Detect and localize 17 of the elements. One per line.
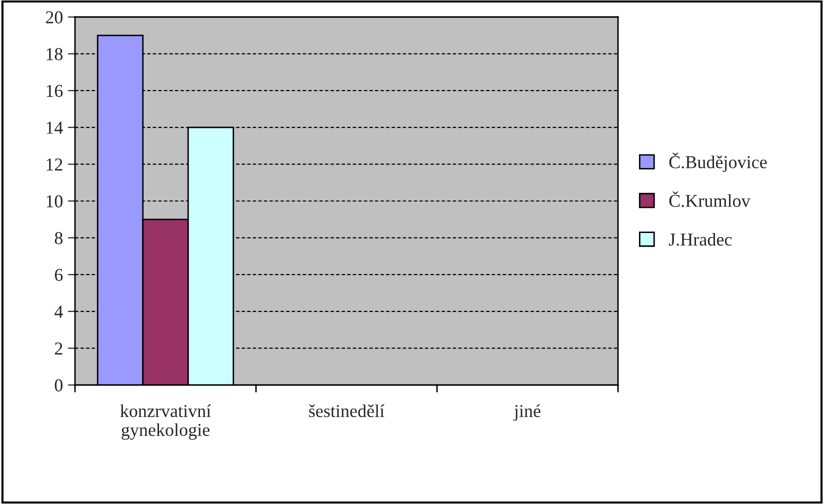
legend-label: J.Hradec (668, 232, 732, 246)
y-tick-label: 18 (46, 48, 63, 60)
x-tick-label: konzrvativní gynekologie (120, 404, 211, 440)
y-tick-label: 4 (54, 306, 63, 318)
y-tick-label: 0 (54, 379, 63, 392)
x-tick-label: šestinedělí (309, 404, 384, 418)
y-tick-label: 12 (46, 158, 62, 170)
x-tick-label: jiné (513, 404, 540, 421)
y-tick-label: 6 (54, 268, 63, 282)
y-tick-label: 16 (46, 84, 63, 98)
y-tick-label: 20 (46, 11, 63, 24)
y-tick-label: 10 (46, 195, 63, 208)
legend-label: Č.Krumlov (669, 191, 750, 208)
legend-label: Č.Budějovice (669, 152, 767, 172)
y-tick-label: 2 (54, 342, 62, 354)
y-tick-label: 14 (46, 122, 63, 134)
y-tick-label: 8 (54, 232, 63, 244)
